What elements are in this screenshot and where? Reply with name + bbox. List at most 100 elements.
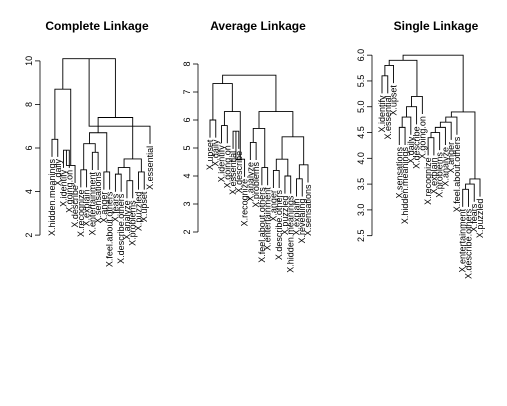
- dendrogram-link: [402, 54, 464, 112]
- dendrogram-link: [462, 188, 469, 207]
- leaf-label: X.fears: [469, 203, 479, 232]
- leaf-label: X.identify: [217, 145, 227, 183]
- y-tick-label: 2: [182, 229, 192, 234]
- dendrogram-link: [411, 95, 423, 115]
- dendrogram-link: [54, 88, 72, 166]
- chart-title: Average Linkage: [210, 19, 306, 33]
- leaf-label: X.upset: [205, 139, 215, 170]
- leaf-label: X.essential: [228, 151, 238, 195]
- leaf-label: X.explain: [429, 157, 439, 194]
- leaf-label: X.entertainment: [263, 187, 273, 251]
- leaf-label: X.describe.others: [116, 193, 126, 264]
- leaf-label: X.fears: [110, 193, 120, 222]
- leaf-label: X.essential: [145, 146, 155, 190]
- leaf-label: X.daily: [53, 158, 63, 186]
- leaf-label: X.identify: [59, 169, 69, 207]
- leaf-label: X.explain: [291, 198, 301, 235]
- dendrogram-link: [450, 111, 476, 179]
- dendrogram-link: [89, 132, 108, 172]
- dendrogram-panel: Complete Linkage246810X.hidden.meaningsX…: [24, 19, 155, 267]
- leaf-label: X.recognize: [76, 189, 86, 237]
- leaf-label: X.anger: [99, 192, 109, 224]
- y-tick-label: 4.5: [356, 126, 366, 139]
- leaf-label: X.puzzled: [133, 192, 143, 232]
- dendrogram-link: [384, 65, 394, 84]
- chart-title: Single Linkage: [394, 19, 479, 33]
- y-tick-label: 5: [182, 145, 192, 150]
- dendrogram-link: [281, 136, 305, 165]
- dendrogram-link: [439, 121, 452, 140]
- leaf-label: X.hidden.meanings: [286, 195, 296, 273]
- dendrogram-link: [427, 137, 435, 156]
- leaf-label: X.essential: [383, 95, 393, 139]
- dendrogram-link: [138, 171, 145, 190]
- dendrogram-link: [252, 127, 266, 168]
- dendrogram-link: [97, 117, 134, 159]
- leaf-label: X.feel.about.others: [452, 136, 462, 212]
- dendrogram-link: [272, 169, 280, 189]
- leaf-label: X.going.on: [64, 170, 74, 213]
- dendrogram-link: [126, 180, 134, 199]
- leaf-label: X.puzzled: [475, 199, 485, 239]
- leaf-label: X.problems: [435, 152, 445, 198]
- dendrogram-panel: Single Linkage 2.5 3.0 3.5 4.0 4.5 5.0 5.5 6.0 X.…: [356, 19, 485, 279]
- dendrogram-link: [298, 164, 309, 183]
- y-tick-label: 2.5: [356, 229, 366, 242]
- leaf-label: X.describe: [412, 126, 422, 169]
- dendrogram-link: [465, 183, 475, 202]
- dendrogram-link: [258, 111, 294, 137]
- dendrogram-link: [62, 58, 116, 118]
- dendrogram-link: [406, 106, 418, 125]
- dendrogram-link: [381, 75, 389, 94]
- dendrogram-link: [212, 83, 233, 120]
- leaf-label: X.entertainment: [87, 172, 97, 236]
- leaf-label: X.recognize: [423, 157, 433, 205]
- leaf-label: X.daily: [406, 136, 416, 164]
- y-tick-label: 8: [24, 102, 34, 107]
- dendrogram-link: [51, 138, 59, 157]
- leaf-label: X.hidden.meanings: [47, 158, 57, 236]
- leaf-label: X.going.on: [417, 116, 427, 159]
- dendrogram-link: [114, 173, 122, 192]
- dendrogram-link: [103, 171, 111, 190]
- y-tick-label: 3.5: [356, 178, 366, 191]
- leaf-label: X.puzzled: [280, 196, 290, 236]
- y-tick-label: 6: [182, 117, 192, 122]
- leaf-label: X.analyze: [440, 147, 450, 187]
- leaf-label: X.describe: [234, 151, 244, 194]
- y-tick-label: 6.0: [356, 49, 366, 62]
- leaf-label: X.hidden.meanings: [400, 147, 410, 225]
- dendrogram-link: [401, 116, 412, 135]
- dendrogram-link: [445, 116, 458, 135]
- leaf-label: X.analyze: [245, 162, 255, 202]
- leaf-label: X.sensations: [303, 184, 313, 236]
- dendrogram-link: [261, 167, 269, 186]
- leaf-label: X.anger: [446, 142, 456, 174]
- dendrogram-link: [80, 169, 88, 188]
- dendrogram-link: [275, 158, 289, 176]
- leaf-label: X.sensations: [93, 171, 103, 223]
- leaf-label: X.feel.about.others: [257, 187, 267, 263]
- chart-title: Complete Linkage: [45, 19, 149, 33]
- leaf-label: X.problems: [251, 162, 261, 208]
- y-tick-label: 7: [182, 89, 192, 94]
- y-tick-label: 4.0: [356, 152, 366, 165]
- dendrogram-link: [296, 178, 303, 197]
- leaf-label: X.going.on: [222, 145, 232, 188]
- y-tick-label: 4: [24, 189, 34, 194]
- dendrogram-link: [388, 59, 418, 97]
- leaf-label: X.explain: [82, 189, 92, 226]
- leaf-label: X.describe.others: [463, 208, 473, 279]
- leaf-label: X.describe: [70, 185, 80, 228]
- leaf-label: X.analyze: [122, 200, 132, 240]
- y-tick-label: 2: [24, 233, 34, 238]
- dendrogram-link: [123, 158, 142, 172]
- dendrogram-link: [249, 141, 257, 161]
- dendrogram-link: [88, 58, 151, 144]
- dendrogram-link: [222, 74, 277, 112]
- leaf-label: X.upset: [389, 85, 399, 116]
- y-tick-label: 3.0: [356, 204, 366, 217]
- leaf-label: X.sensations: [394, 147, 404, 199]
